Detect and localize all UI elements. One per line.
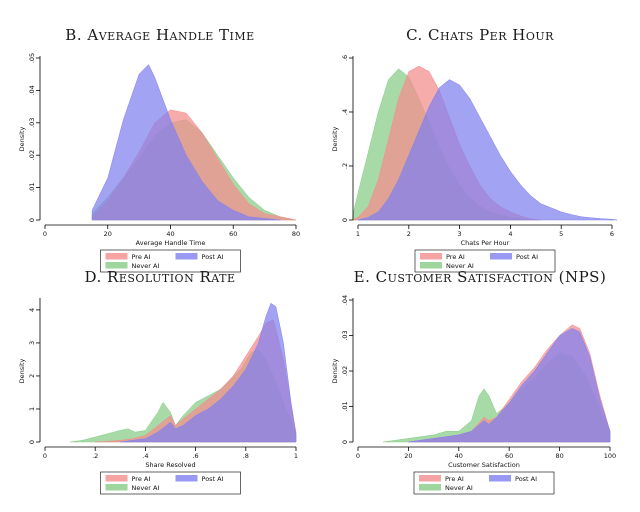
- legend-swatch-never-ai: [105, 262, 128, 269]
- x-tick-label: 20: [104, 230, 112, 238]
- chart-panel-average-handle-time: B. Average Handle Time 0 20 40 60 80 0 .01 .02.…: [0, 20, 320, 273]
- legend-label-never-ai: Never AI: [446, 262, 474, 270]
- chart-svg: 1 2 3 4 5 6 0 .2 .4 .6 Chats Per Hour Density Pre AI…: [331, 55, 618, 273]
- legend-label-pre-ai: Pre AI: [446, 253, 465, 261]
- y-tick-label: 0: [341, 440, 349, 444]
- density-area-post-ai: [408, 328, 611, 443]
- legend-swatch-pre-ai: [105, 253, 128, 260]
- x-axis-title: Chats Per Hour: [461, 239, 510, 247]
- y-tick-label: .03: [341, 330, 349, 340]
- x-tick-label: 20: [404, 452, 412, 460]
- legend-label-never-ai: Never AI: [445, 484, 473, 492]
- legend-label-post-ai: Post AI: [516, 253, 538, 261]
- legend-label-pre-ai: Pre AI: [132, 253, 151, 261]
- x-tick-label: 2: [407, 230, 411, 238]
- density-area-post-ai: [120, 302, 297, 443]
- legend-label-post-ai: Post AI: [202, 475, 224, 483]
- chart-svg: 0 .2 .4 .6 .8 1 0 1 2 3 4 Share Resolved Density Pre …: [18, 298, 298, 495]
- y-tick-label: .05: [28, 53, 36, 63]
- x-tick-label: 80: [292, 230, 300, 238]
- chart-panel-resolution-rate: D. Resolution Rate 0 .2 .4 .6 .8 1 0 1 2 3 4 Share …: [0, 262, 320, 512]
- y-tick-label: .02: [28, 150, 36, 160]
- chart-panel-customer-satisfaction: E. Customer Satisfaction (NPS) 0 20 40 60 80…: [320, 262, 640, 512]
- y-axis-title: Density: [18, 126, 26, 151]
- legend-label-pre-ai: Pre AI: [445, 475, 464, 483]
- y-axis-title: Density: [18, 358, 26, 383]
- legend-swatch-pre-ai: [420, 253, 442, 260]
- x-tick-label: .8: [243, 452, 249, 460]
- x-tick-label: 100: [604, 452, 616, 460]
- legend-label-never-ai: Never AI: [132, 262, 160, 270]
- x-tick-label: 60: [505, 452, 513, 460]
- x-tick-label: .4: [142, 452, 148, 460]
- chart-title: B. Average Handle Time: [65, 26, 255, 44]
- legend-swatch-pre-ai: [419, 475, 441, 482]
- y-axis-title: Density: [331, 126, 339, 151]
- density-area-post-ai: [357, 79, 618, 221]
- y-tick-label: 0: [28, 218, 36, 222]
- density-area-post-ai: [91, 64, 281, 221]
- legend-box: [100, 249, 241, 273]
- x-tick-label: 40: [166, 230, 174, 238]
- x-tick-label: 0: [43, 230, 47, 238]
- x-tick-label: 60: [229, 230, 237, 238]
- legend-swatch-post-ai: [489, 475, 511, 482]
- legend-swatch-never-ai: [105, 484, 128, 491]
- y-tick-label: 1: [28, 407, 36, 411]
- chart-title: E. Customer Satisfaction (NPS): [353, 268, 607, 286]
- y-tick-label: 3: [28, 341, 36, 345]
- y-axis-title: Density: [331, 358, 339, 383]
- y-tick-label: .01: [28, 182, 36, 192]
- y-tick-label: .4: [341, 109, 349, 115]
- y-tick-label: .2: [341, 163, 349, 169]
- legend-box: [414, 249, 556, 273]
- chart-panel-chats-per-hour: C. Chats Per Hour 1 2 3 4 5 6 0 .2 .4 .6 Chats Per…: [320, 20, 640, 273]
- x-axis-title: Share Resolved: [145, 461, 195, 469]
- x-tick-label: 80: [555, 452, 563, 460]
- x-tick-label: 1: [356, 230, 360, 238]
- y-tick-label: .6: [341, 55, 349, 61]
- x-tick-label: .2: [92, 452, 98, 460]
- x-axis-title: Customer Satisfaction: [448, 461, 520, 469]
- legend-swatch-post-ai: [175, 253, 198, 260]
- x-tick-label: 0: [356, 452, 360, 460]
- chart-title: C. Chats Per Hour: [406, 26, 554, 44]
- y-tick-label: .04: [28, 85, 36, 95]
- legend-box: [413, 471, 555, 495]
- legend-box: [100, 471, 241, 495]
- legend-label-post-ai: Post AI: [515, 475, 537, 483]
- x-tick-label: 6: [610, 230, 614, 238]
- y-tick-label: .03: [28, 118, 36, 128]
- chart-title: D. Resolution Rate: [84, 268, 236, 286]
- legend-label-never-ai: Never AI: [132, 484, 160, 492]
- x-tick-label: 0: [43, 452, 47, 460]
- x-tick-label: 1: [294, 452, 298, 460]
- y-tick-label: 0: [341, 218, 349, 222]
- legend-swatch-pre-ai: [105, 475, 128, 482]
- legend-swatch-never-ai: [419, 484, 441, 491]
- chart-svg: 0 20 40 60 80 100 0 .01 .02 .03 .04 Customer Satisf…: [331, 295, 616, 495]
- x-tick-label: 5: [559, 230, 563, 238]
- legend-label-post-ai: Post AI: [202, 253, 224, 261]
- x-tick-label: 3: [458, 230, 462, 238]
- x-tick-label: 40: [455, 452, 463, 460]
- y-tick-label: 2: [28, 374, 36, 378]
- legend-swatch-never-ai: [420, 262, 442, 269]
- legend-swatch-post-ai: [490, 253, 512, 260]
- x-tick-label: .6: [192, 452, 198, 460]
- y-tick-label: .01: [341, 401, 349, 411]
- chart-svg: 0 20 40 60 80 0 .01 .02 .03 .04 .05 Average Handle …: [18, 53, 300, 273]
- y-tick-label: .02: [341, 366, 349, 376]
- x-axis-title: Average Handle Time: [136, 239, 206, 247]
- y-tick-label: .04: [341, 295, 349, 305]
- y-tick-label: 0: [28, 440, 36, 444]
- legend-label-pre-ai: Pre AI: [132, 475, 151, 483]
- legend-swatch-post-ai: [175, 475, 198, 482]
- x-tick-label: 4: [508, 230, 512, 238]
- y-tick-label: 4: [28, 308, 36, 312]
